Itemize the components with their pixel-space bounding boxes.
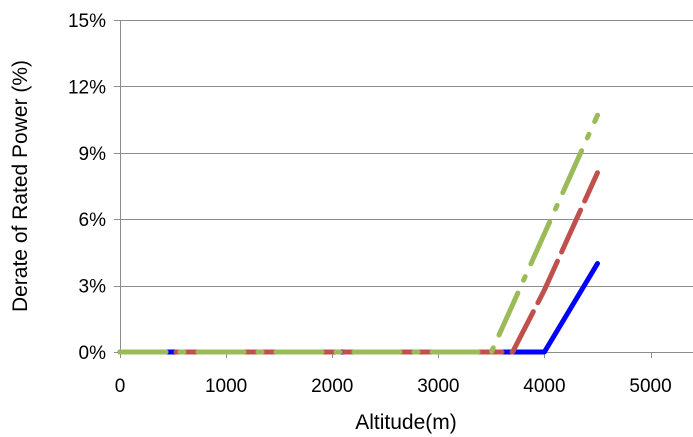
y-tick-label: 15%: [68, 11, 106, 32]
series-lines: [117, 112, 600, 355]
y-tick-label: 9%: [79, 144, 107, 165]
series-line-red: [117, 170, 600, 355]
x-tick-label: 4000: [523, 376, 565, 397]
y-tick-labels: 0% 3% 6% 9% 12% 15%: [68, 11, 106, 364]
x-tick-label: 5000: [629, 376, 671, 397]
y-tick-label: 12%: [68, 77, 106, 98]
x-tick-label: 0: [115, 376, 126, 397]
y-tick-label: 0%: [79, 343, 107, 364]
x-tick-label: 1000: [205, 376, 247, 397]
series-line-green: [117, 112, 600, 355]
x-tick-labels: 0 1000 2000 3000 4000 5000: [115, 376, 672, 397]
axes: [114, 20, 693, 358]
x-axis-title: Altitude(m): [355, 411, 457, 434]
y-tick-label: 3%: [79, 277, 107, 298]
gridlines: [120, 20, 693, 287]
x-tick-label: 3000: [417, 376, 459, 397]
y-tick-label: 6%: [79, 210, 107, 231]
y-axis-title: Derate of Rated Power (%): [9, 60, 32, 312]
x-tick-label: 2000: [311, 376, 353, 397]
